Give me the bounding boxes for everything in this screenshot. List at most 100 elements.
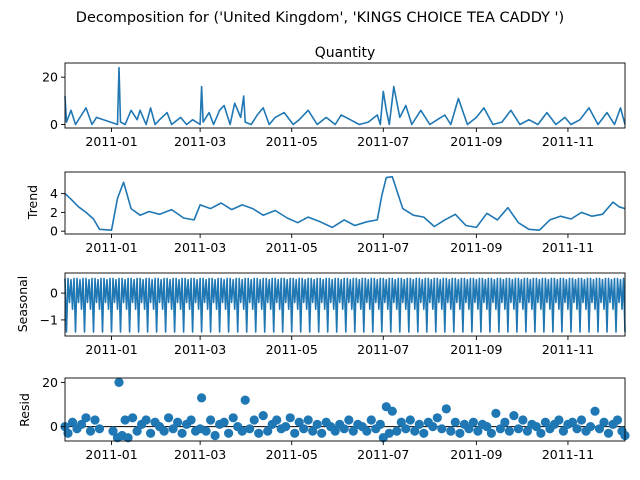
resid-point [146, 428, 156, 438]
resid-point [441, 404, 451, 414]
resid-point [141, 415, 151, 425]
resid-point [567, 417, 578, 427]
resid-point [132, 426, 142, 436]
x-tick-label: 2011-07 [357, 342, 409, 357]
x-tick-label: 2011-05 [266, 134, 318, 149]
resid-point [536, 428, 546, 438]
resid-point [237, 426, 247, 436]
resid-point [572, 424, 582, 434]
trend-series-line [64, 175, 626, 231]
resid-point [224, 428, 234, 438]
resid-point [201, 426, 211, 436]
resid-point [504, 426, 514, 436]
resid-point [206, 415, 216, 425]
resid-point [90, 415, 100, 425]
resid-point [392, 426, 402, 436]
y-tick-label: 0 [50, 286, 58, 301]
x-tick-label: 2011-11 [542, 447, 594, 462]
resid-point [437, 424, 447, 434]
resid-point [344, 415, 354, 425]
resid-point [272, 415, 282, 425]
resid-point [428, 422, 438, 432]
resid-point [405, 415, 415, 425]
resid-point [612, 415, 623, 425]
y-tick-label: 20 [42, 375, 58, 390]
x-tick-label: 2011-11 [542, 342, 594, 357]
resid-point [482, 422, 492, 432]
resid-point [254, 428, 264, 438]
resid-point [330, 426, 340, 436]
resid-point [513, 424, 524, 434]
resid-point [366, 415, 376, 425]
y-tick-label: 0 [50, 224, 58, 239]
x-tick-label: 2011-03 [174, 134, 226, 149]
resid-point [94, 424, 105, 434]
resid-point [219, 417, 229, 427]
panel-frame [64, 62, 626, 129]
resid-point [120, 415, 130, 425]
resid-point [401, 424, 411, 434]
y-tick-label: 0 [50, 419, 58, 434]
resid-point [210, 430, 220, 441]
resid-point [473, 426, 483, 436]
resid-point [299, 424, 309, 434]
resid-point [159, 426, 169, 436]
resid-point [240, 395, 250, 405]
resid-point [495, 424, 505, 434]
resid-point [186, 415, 196, 425]
resid-point [410, 426, 420, 436]
x-tick-label: 2011-01 [85, 342, 137, 357]
resid-point [384, 428, 394, 438]
x-tick-label: 2011-03 [174, 342, 226, 357]
resid-point [540, 417, 551, 427]
resid-point [599, 417, 609, 427]
resid-point [387, 406, 397, 416]
resid-point [123, 433, 133, 443]
resid-point [558, 426, 569, 436]
y-tick-label: 0 [50, 117, 58, 132]
resid-point [491, 408, 501, 418]
quantity-panel-title: Quantity [315, 45, 376, 61]
resid-point [509, 411, 519, 421]
resid-point [362, 426, 372, 436]
quantity-series-line [64, 66, 626, 126]
resid-point [455, 428, 465, 438]
resid-point [263, 426, 273, 436]
resid-point [446, 426, 456, 436]
resid-point [419, 428, 429, 438]
seasonal-ylabel: Seasonal [15, 276, 30, 333]
resid-point [603, 428, 614, 438]
resid-point [128, 413, 138, 423]
y-tick-label: 20 [42, 70, 58, 85]
resid-point [554, 415, 564, 425]
resid-point [177, 428, 187, 438]
panel-frame [64, 272, 626, 337]
resid-point [486, 428, 496, 438]
x-tick-label: 2011-01 [85, 447, 137, 462]
resid-point [303, 415, 313, 425]
resid-point [339, 424, 349, 434]
x-tick-label: 2011-03 [174, 447, 226, 462]
x-tick-label: 2011-01 [85, 134, 137, 149]
resid-point [308, 426, 318, 436]
resid-point [317, 428, 327, 438]
resid-point [594, 424, 605, 434]
trend-ylabel: Trend [25, 185, 40, 220]
resid-point [228, 413, 238, 423]
resid-point [576, 415, 587, 425]
resid-point [85, 426, 96, 436]
resid-point [531, 422, 542, 432]
panel-frame [64, 377, 626, 442]
x-tick-label: 2011-09 [450, 342, 502, 357]
resid-point [63, 428, 73, 438]
resid-point [312, 419, 322, 429]
y-tick-label: −1 [40, 312, 58, 327]
x-tick-label: 2011-05 [266, 240, 318, 255]
x-tick-label: 2011-07 [357, 240, 409, 255]
resid-point [245, 424, 255, 434]
resid-point [432, 413, 442, 423]
resid-point [285, 413, 295, 423]
figure-suptitle: Decomposition for ('United Kingdom', 'KI… [76, 10, 564, 26]
resid-point [249, 415, 259, 425]
x-tick-label: 2011-01 [85, 240, 137, 255]
